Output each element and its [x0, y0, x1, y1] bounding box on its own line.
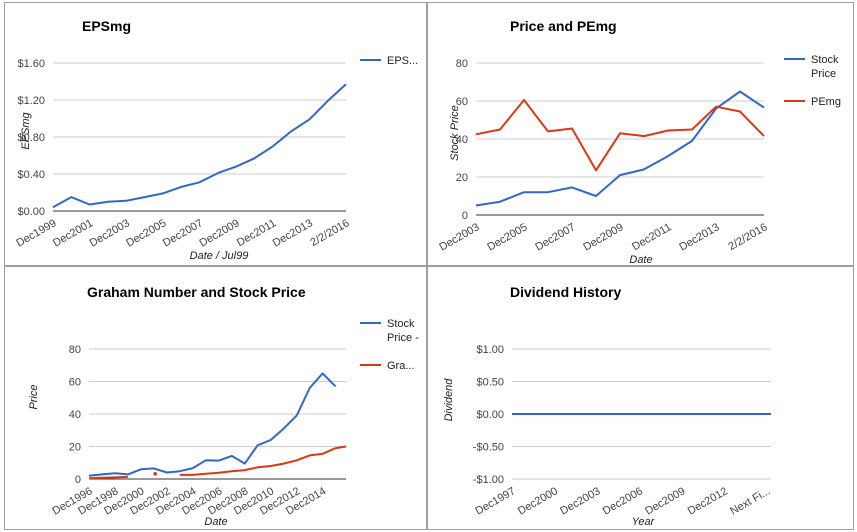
y-tick-label: 60: [456, 96, 468, 108]
legend-label: Gra...: [387, 360, 415, 372]
x-tick-label: 2/2/2016: [726, 221, 769, 253]
x-tick-label: Dec2011: [235, 217, 278, 249]
series-line: [88, 475, 128, 480]
x-tick-label: Dec2009: [197, 217, 241, 249]
x-tick-label: Dec2005: [485, 221, 529, 253]
series-line: [88, 372, 337, 477]
chart-title: Dividend History: [510, 284, 621, 300]
y-tick-label: $0.40: [17, 169, 45, 181]
x-tick-label: Dec1997: [473, 485, 517, 517]
y-axis-title: Price: [28, 384, 40, 409]
y-axis-title: Dividend: [443, 378, 455, 422]
x-tick-label: Dec2003: [558, 485, 602, 517]
price-pe-chart-panel: Price and PEmg 0 20 40 60 80 Dec2003 Dec2005 Dec…: [427, 2, 854, 266]
x-axis-title: Date: [629, 254, 652, 266]
legend-label: Stock Price -: [387, 318, 419, 344]
x-tick-label: Dec1999: [14, 217, 58, 249]
x-tick-label: Dec2013: [677, 221, 721, 253]
eps-chart-panel: EPSmg $0.00 $0.40 $0.80 $1.20 $1.60 Dec1999 Dec…: [4, 2, 427, 266]
x-tick-label: Dec2009: [643, 485, 687, 517]
x-tick-label: Dec2000: [516, 485, 560, 517]
x-axis-title: Date: [204, 516, 227, 528]
legend-label: Stock Price: [811, 54, 839, 80]
y-tick-label: $0.80: [17, 132, 45, 144]
y-tick-label: 80: [69, 344, 81, 356]
y-tick-label: 80: [456, 58, 468, 70]
x-tick-label: Dec2001: [51, 217, 95, 249]
series-line: [475, 90, 765, 207]
y-tick-label: 20: [69, 442, 81, 454]
chart-title: Price and PEmg: [510, 18, 617, 34]
legend-label: EPS...: [387, 55, 418, 67]
x-tick-label: Dec2011: [630, 221, 673, 253]
chart-svg: Dividend History -$1.00 -$0.50 $0.00 $0.50 $1…: [443, 284, 772, 528]
x-axis-title: Year: [632, 516, 656, 528]
series-line: [475, 99, 765, 172]
x-tick-label: Dec2003: [88, 217, 132, 249]
y-tick-label: $0.00: [17, 206, 45, 218]
y-tick-label: 20: [456, 172, 468, 184]
x-tick-label: Dec2012: [686, 485, 730, 517]
y-tick-label: $1.20: [17, 95, 45, 107]
chart-title: Graham Number and Stock Price: [87, 284, 306, 300]
x-tick-label: 2/2/2016: [308, 217, 351, 249]
y-tick-label: -$1.00: [473, 474, 504, 486]
y-tick-label: 40: [456, 134, 468, 146]
y-axis-title: EPSmg: [20, 111, 32, 149]
y-tick-label: $0.00: [476, 409, 504, 421]
x-tick-label: Next Fi...: [728, 485, 772, 517]
chart-title: EPSmg: [82, 18, 131, 34]
series-point: [153, 472, 157, 476]
y-tick-label: 60: [69, 377, 81, 389]
graham-chart-panel: Graham Number and Stock Price 0 20 40 60 80 De…: [4, 266, 427, 530]
legend-label: PEmg: [811, 96, 841, 108]
x-tick-label: Dec2007: [161, 217, 205, 249]
y-tick-label: 40: [69, 409, 81, 421]
y-tick-label: 0: [75, 474, 81, 486]
x-axis-title: Date / Jul99: [190, 250, 249, 262]
series-line: [335, 445, 347, 450]
x-tick-label: Dec2006: [601, 485, 645, 517]
y-tick-label: $0.50: [476, 377, 504, 389]
y-tick-label: $1.60: [17, 58, 45, 70]
y-axis-title: Stock Price: [449, 105, 461, 161]
x-tick-label: Dec2007: [533, 221, 577, 253]
x-tick-label: Dec2003: [437, 221, 481, 253]
x-tick-label: Dec2009: [581, 221, 625, 253]
y-tick-label: $1.00: [476, 344, 504, 356]
chart-svg: Graham Number and Stock Price020406080De…: [28, 284, 419, 528]
series-line: [179, 447, 337, 476]
x-tick-label: Dec2013: [271, 217, 315, 249]
y-tick-label: -$0.50: [473, 442, 504, 454]
dividend-chart-panel: Dividend History -$1.00 -$0.50 $0.00 $0.50 $1…: [427, 266, 854, 530]
series-line: [52, 83, 347, 209]
y-tick-label: 0: [462, 210, 468, 222]
chart-svg: EPSmg$0.00$0.40$0.80$1.20$1.60Dec1999Dec…: [14, 18, 418, 262]
x-tick-label: Dec2005: [124, 217, 168, 249]
